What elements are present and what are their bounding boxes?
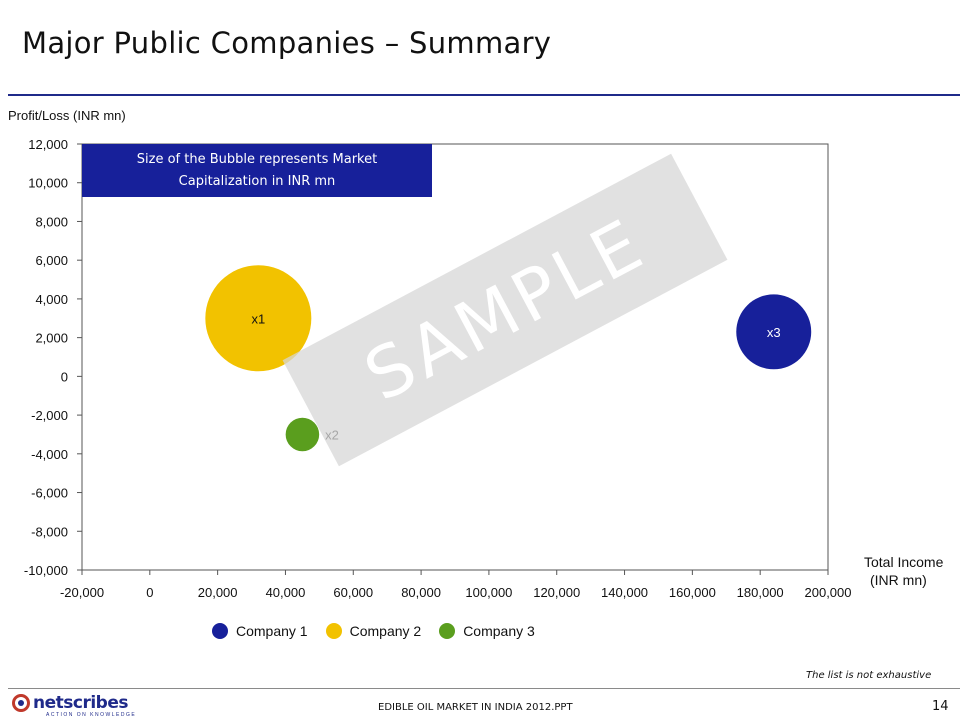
y-tick-label: 10,000 bbox=[28, 176, 68, 191]
y-tick-label: -8,000 bbox=[31, 524, 68, 539]
page-number: 14 bbox=[932, 699, 949, 714]
x-tick-label: 60,000 bbox=[333, 585, 373, 600]
y-axis-label: Profit/Loss (INR mn) bbox=[8, 108, 126, 123]
legend-item: Company 3 bbox=[439, 623, 535, 639]
footer-divider bbox=[8, 688, 960, 689]
plot-frame bbox=[81, 143, 829, 571]
x-tick-label: -20,000 bbox=[60, 585, 104, 600]
bubble-label-company-2: x1 bbox=[251, 311, 265, 326]
logo-text: netscribes bbox=[33, 693, 128, 713]
bubble-company-2 bbox=[205, 265, 312, 372]
legend-item: Company 1 bbox=[212, 623, 308, 639]
x-tick-label: 160,000 bbox=[669, 585, 716, 600]
legend-swatch bbox=[439, 623, 456, 639]
footnote: The list is not exhaustive bbox=[806, 670, 932, 681]
bubble-company-1 bbox=[736, 294, 812, 370]
y-tick-label: -2,000 bbox=[31, 408, 68, 423]
x-tick-label: 80,000 bbox=[401, 585, 441, 600]
legend-swatch bbox=[212, 623, 228, 639]
legend-label: Company 1 bbox=[236, 623, 308, 639]
footer-document-name: EDIBLE OIL MARKET IN INDIA 2012.PPT bbox=[378, 702, 573, 713]
x-axis-label-line1: Total Income bbox=[864, 554, 944, 570]
legend-label: Company 2 bbox=[349, 623, 422, 639]
bubble-company-3 bbox=[285, 417, 320, 452]
x-tick-label: 180,000 bbox=[737, 585, 784, 600]
x-tick-label: 120,000 bbox=[533, 585, 580, 600]
x-tick-label: 20,000 bbox=[198, 585, 238, 600]
bubble-size-note: Size of the Bubble represents Market Cap… bbox=[82, 144, 432, 197]
slide-title: Major Public Companies – Summary bbox=[22, 26, 552, 60]
logo-icon bbox=[12, 694, 30, 712]
x-tick-label: 140,000 bbox=[601, 585, 648, 600]
y-tick-label: 0 bbox=[61, 369, 68, 384]
y-tick-label: 4,000 bbox=[35, 292, 68, 307]
x-tick-label: 200,000 bbox=[805, 585, 852, 600]
legend-item: Company 2 bbox=[325, 623, 422, 639]
y-tick-label: 12,000 bbox=[28, 137, 68, 152]
legend-label: Company 3 bbox=[463, 623, 535, 639]
title-divider bbox=[8, 94, 960, 96]
y-tick-label: -4,000 bbox=[31, 447, 68, 462]
x-tick-label: 40,000 bbox=[266, 585, 306, 600]
y-tick-label: 6,000 bbox=[35, 253, 68, 268]
y-tick-label: -10,000 bbox=[24, 563, 68, 578]
netscribes-logo: netscribes ACTION ON KNOWLEDGE bbox=[12, 693, 135, 718]
logo-tagline: ACTION ON KNOWLEDGE bbox=[46, 712, 137, 718]
y-tick-label: 2,000 bbox=[35, 331, 68, 346]
x-axis-label: Total Income (INR mn) bbox=[864, 553, 943, 589]
legend-swatch bbox=[325, 623, 342, 639]
x-axis-label-line2: (INR mn) bbox=[870, 572, 927, 588]
y-tick-label: 8,000 bbox=[35, 214, 68, 229]
bubble-label-company-1: x3 bbox=[767, 325, 781, 340]
x-tick-label: 100,000 bbox=[465, 585, 512, 600]
y-tick-label: -6,000 bbox=[31, 486, 68, 501]
chart-legend: Company 1 Company 2 Company 3 bbox=[212, 623, 535, 639]
x-tick-label: 0 bbox=[146, 585, 153, 600]
